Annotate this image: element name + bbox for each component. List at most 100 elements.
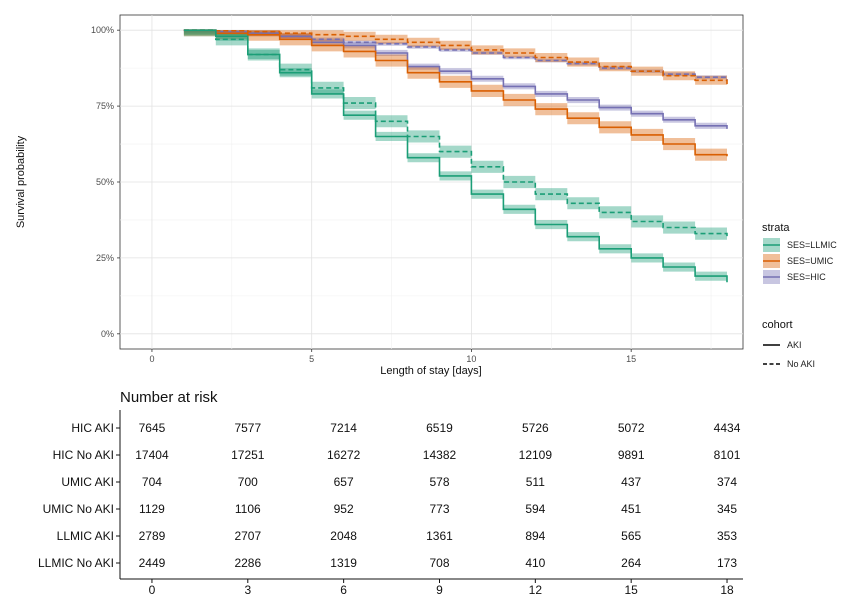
risk-cell: 1319 xyxy=(330,556,357,570)
legend: strata SES=LLMIC SES=UMIC SES=HIC cohort A… xyxy=(762,222,837,369)
x-axis-title: Length of stay [days] xyxy=(380,365,482,377)
risk-cell: 2707 xyxy=(234,529,261,543)
risk-cell: 345 xyxy=(717,502,737,516)
risk-x-tick-label: 18 xyxy=(720,583,734,595)
y-tick-label: 0% xyxy=(101,329,114,339)
risk-cell: 2789 xyxy=(139,529,166,543)
risk-row-label: LLMIC AKI xyxy=(57,529,114,543)
confidence-band-umic-no-aki xyxy=(183,30,727,90)
risk-cell: 16272 xyxy=(327,448,361,462)
legend-item-umic: SES=UMIC xyxy=(763,254,834,268)
risk-cell: 451 xyxy=(621,502,641,516)
risk-cell: 374 xyxy=(717,475,737,489)
legend-label: SES=HIC xyxy=(787,272,826,282)
risk-x-tick-label: 6 xyxy=(340,583,347,595)
legend-cohort-title: cohort xyxy=(762,319,793,331)
risk-row: HIC AKI 7645 7577 7214 6519 5726 5072 4434 xyxy=(71,421,740,435)
x-tick-label: 0 xyxy=(149,354,154,364)
risk-cell: 2449 xyxy=(139,556,166,570)
risk-cell: 704 xyxy=(142,475,162,489)
legend-label: No AKI xyxy=(787,359,815,369)
risk-cell: 7577 xyxy=(234,421,261,435)
risk-row: HIC No AKI 17404 17251 16272 14382 12109 9891 8… xyxy=(53,448,741,462)
risk-row: LLMIC AKI 2789 2707 2048 1361 894 565 353 xyxy=(57,529,738,543)
risk-row-label: LLMIC No AKI xyxy=(38,556,114,570)
risk-cell: 173 xyxy=(717,556,737,570)
x-tick-label: 15 xyxy=(626,354,636,364)
risk-row: UMIC AKI 704 700 657 578 511 437 374 xyxy=(61,475,737,489)
risk-row-label: HIC No AKI xyxy=(53,448,114,462)
legend-strata-title: strata xyxy=(762,222,790,234)
risk-table-x-ticks: 0 3 6 9 12 15 18 xyxy=(149,579,734,597)
risk-cell: 708 xyxy=(429,556,449,570)
number-at-risk-table: Number at risk HIC AKI 7645 7577 7214 6519 57… xyxy=(38,389,743,597)
x-tick-label: 10 xyxy=(466,354,476,364)
risk-cell: 353 xyxy=(717,529,737,543)
y-tick-label: 50% xyxy=(96,177,114,187)
risk-cell: 12109 xyxy=(519,448,553,462)
risk-cell: 773 xyxy=(429,502,449,516)
risk-cell: 894 xyxy=(525,529,545,543)
risk-cell: 437 xyxy=(621,475,641,489)
risk-row: UMIC No AKI 1129 1106 952 773 594 451 345 xyxy=(43,502,738,516)
risk-cell: 5072 xyxy=(618,421,645,435)
survival-curve-umic-aki xyxy=(183,29,728,157)
risk-cell: 7214 xyxy=(330,421,357,435)
legend-cohort-entries: AKI No AKI xyxy=(763,340,815,369)
legend-item-aki: AKI xyxy=(763,340,802,350)
survival-curve-umic-no-aki xyxy=(183,29,728,85)
y-axis: 0% 25% 50% 75% 100% xyxy=(91,25,120,339)
risk-cell: 1106 xyxy=(235,502,261,516)
risk-x-tick-label: 12 xyxy=(529,583,543,595)
risk-cell: 6519 xyxy=(426,421,453,435)
risk-cell: 511 xyxy=(526,475,545,489)
risk-cell: 410 xyxy=(525,556,545,570)
risk-cell: 2286 xyxy=(234,556,261,570)
risk-cell: 264 xyxy=(621,556,641,570)
x-tick-label: 5 xyxy=(309,354,314,364)
y-tick-label: 75% xyxy=(96,101,114,111)
confidence-band-hic-aki xyxy=(183,30,727,132)
risk-table-rows: HIC AKI 7645 7577 7214 6519 5726 5072 4434 HIC N… xyxy=(38,421,741,570)
legend-item-hic: SES=HIC xyxy=(763,270,826,284)
risk-cell: 9891 xyxy=(618,448,645,462)
legend-label: SES=UMIC xyxy=(787,256,834,266)
legend-strata-entries: SES=LLMIC SES=UMIC SES=HIC xyxy=(763,238,837,284)
y-tick-label: 100% xyxy=(91,25,114,35)
risk-cell: 578 xyxy=(429,475,449,489)
risk-cell: 2048 xyxy=(330,529,357,543)
risk-cell: 7645 xyxy=(139,421,166,435)
risk-x-tick-label: 3 xyxy=(244,583,251,595)
confidence-band-umic-aki xyxy=(183,30,727,163)
survival-plot: 0% 25% 50% 75% 100% 0 5 10 15 Survival probabil… xyxy=(15,14,744,377)
confidence-band-llmic-no-aki xyxy=(183,30,727,243)
risk-cell: 17251 xyxy=(231,448,265,462)
y-axis-title: Survival probability xyxy=(15,135,27,228)
risk-row-label: UMIC AKI xyxy=(61,475,114,489)
risk-cell: 17404 xyxy=(135,448,169,462)
risk-row-label: HIC AKI xyxy=(71,421,114,435)
risk-cell: 700 xyxy=(238,475,258,489)
risk-cell: 594 xyxy=(525,502,545,516)
risk-x-tick-label: 15 xyxy=(624,583,638,595)
risk-cell: 14382 xyxy=(423,448,457,462)
risk-cell: 565 xyxy=(621,529,641,543)
risk-table-title: Number at risk xyxy=(120,389,218,406)
legend-item-no-aki: No AKI xyxy=(763,359,815,369)
survival-curves xyxy=(183,29,728,283)
risk-x-tick-label: 9 xyxy=(436,583,443,595)
x-axis: 0 5 10 15 xyxy=(149,349,636,364)
risk-cell: 657 xyxy=(334,475,354,489)
legend-label: AKI xyxy=(787,340,802,350)
risk-cell: 952 xyxy=(334,502,354,516)
risk-cell: 4434 xyxy=(714,421,741,435)
survival-curve-llmic-no-aki xyxy=(183,29,728,237)
risk-cell: 8101 xyxy=(714,448,741,462)
risk-cell: 1361 xyxy=(426,529,453,543)
risk-x-tick-label: 0 xyxy=(149,583,156,595)
risk-cell: 5726 xyxy=(522,421,549,435)
risk-row-label: UMIC No AKI xyxy=(43,502,114,516)
y-tick-label: 25% xyxy=(96,253,114,263)
